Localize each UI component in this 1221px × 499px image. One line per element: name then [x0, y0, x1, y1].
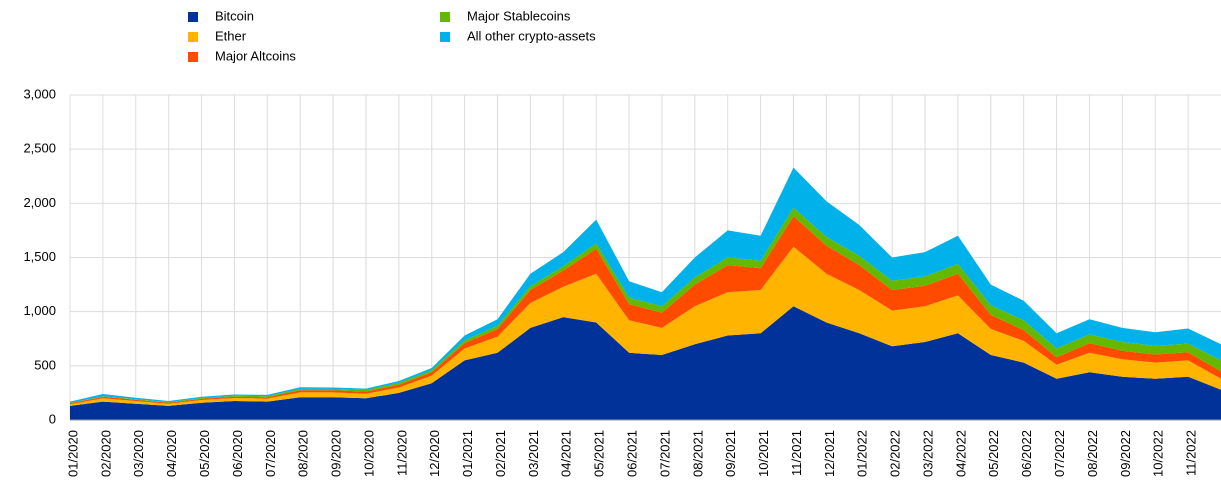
x-tick-label: 05/2020 — [197, 430, 212, 477]
x-tick-label: 12/2020 — [427, 430, 442, 477]
legend-swatch — [440, 12, 450, 22]
y-tick-label: 1,500 — [23, 249, 56, 264]
legend-swatch — [440, 32, 450, 42]
legend-label: Ether — [215, 28, 247, 43]
x-tick-label: 11/2021 — [789, 430, 804, 476]
area — [70, 246, 1221, 406]
x-tick-label: 11/2020 — [394, 430, 409, 476]
x-tick-label: 05/2021 — [592, 430, 607, 477]
x-tick-label: 02/2020 — [98, 430, 113, 477]
x-tick-label: 06/2020 — [230, 430, 245, 477]
x-tick-label: 08/2020 — [296, 430, 311, 477]
x-tick-label: 02/2021 — [493, 430, 508, 477]
legend-label: All other crypto-assets — [467, 28, 596, 43]
x-tick-label: 09/2022 — [1118, 430, 1133, 477]
x-tick-label: 04/2021 — [559, 430, 574, 477]
y-tick-label: 500 — [34, 357, 56, 372]
legend-swatch — [188, 52, 198, 62]
x-tick-label: 01/2022 — [855, 430, 870, 477]
x-tick-label: 07/2021 — [657, 430, 672, 477]
x-tick-label: 07/2022 — [1052, 430, 1067, 477]
legend-swatch — [188, 12, 198, 22]
x-tick-label: 03/2020 — [131, 430, 146, 477]
area — [70, 216, 1221, 405]
x-tick-label: 06/2022 — [1019, 430, 1034, 477]
area — [70, 207, 1221, 404]
x-tick-label: 07/2020 — [263, 430, 278, 477]
x-tick-label: 05/2022 — [986, 430, 1001, 477]
y-tick-label: 3,000 — [23, 86, 56, 101]
legend-label: Major Altcoins — [215, 48, 296, 63]
x-tick-label: 10/2020 — [361, 430, 376, 477]
y-tick-label: 0 — [49, 411, 56, 426]
x-tick-label: 01/2021 — [460, 430, 475, 477]
x-tick-label: 03/2021 — [526, 430, 541, 477]
area — [70, 167, 1221, 403]
x-tick-label: 04/2020 — [164, 430, 179, 477]
x-tick-label: 10/2021 — [756, 430, 771, 477]
x-tick-label: 01/2020 — [65, 430, 80, 477]
y-tick-label: 2,000 — [23, 195, 56, 210]
x-tick-label: 12/2021 — [822, 430, 837, 477]
x-tick-label: 06/2021 — [624, 430, 639, 477]
x-tick-label: 08/2022 — [1085, 430, 1100, 477]
area — [70, 306, 1221, 420]
legend-label: Major Stablecoins — [467, 8, 571, 23]
x-tick-label: 09/2021 — [723, 430, 738, 477]
x-tick-label: 09/2020 — [329, 430, 344, 477]
x-tick-label: 11/2022 — [1184, 430, 1199, 476]
x-tick-label: 02/2022 — [888, 430, 903, 477]
x-tick-label: 03/2022 — [920, 430, 935, 477]
x-tick-label: 10/2022 — [1151, 430, 1166, 477]
x-tick-label: 08/2021 — [690, 430, 705, 477]
x-tick-label: 04/2022 — [953, 430, 968, 477]
y-tick-label: 1,000 — [23, 303, 56, 318]
legend-swatch — [188, 32, 198, 42]
y-tick-label: 2,500 — [23, 141, 56, 156]
legend-label: Bitcoin — [215, 8, 254, 23]
